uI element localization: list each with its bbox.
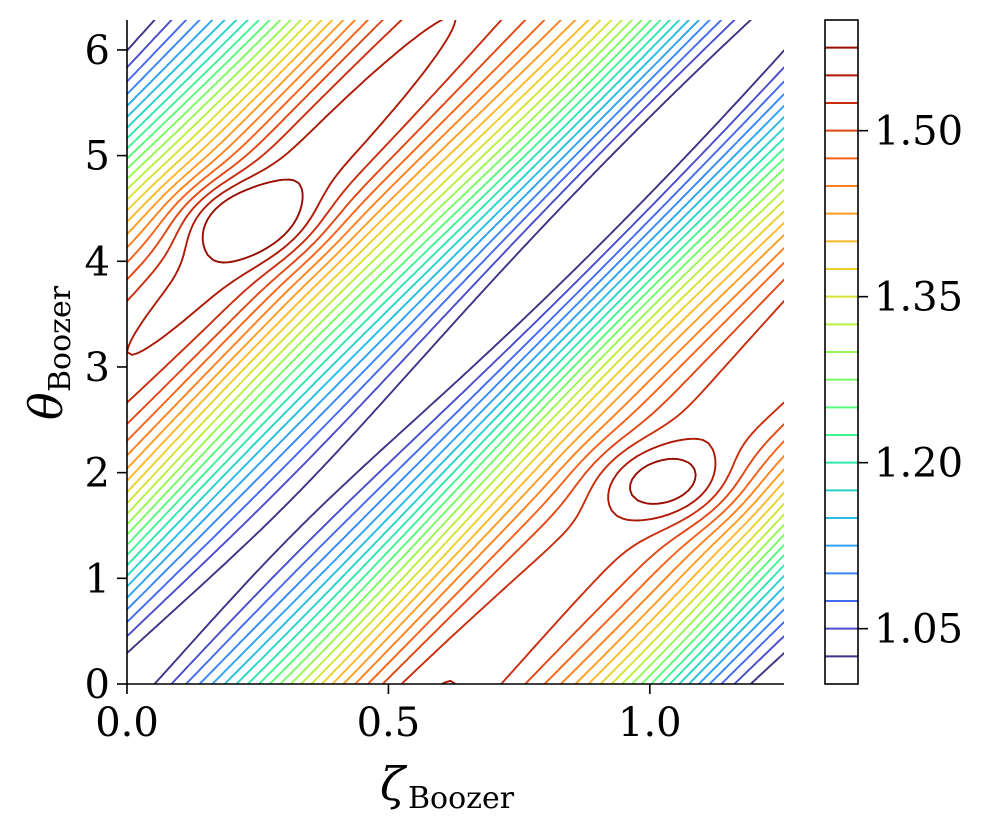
x-tick-label: 0.5: [357, 700, 421, 746]
x-axis-label: ζ Boozer: [380, 757, 515, 816]
contour-level-15: [127, 20, 784, 684]
y-axis-label: θ Boozer: [19, 285, 78, 420]
contour-level-5: [127, 20, 784, 684]
x-tick-label: 1.0: [618, 700, 682, 746]
contour-lines: [127, 20, 784, 684]
contour-level-11: [127, 20, 784, 684]
contour-level-19: [127, 20, 784, 684]
contour-level-0: [127, 20, 784, 684]
contour-level-6: [127, 20, 784, 684]
colorbar-frame: [824, 19, 859, 685]
contour-level-8: [127, 20, 784, 684]
colorbar-tick-label: 1.35: [874, 275, 963, 321]
y-tick-label: 4: [85, 239, 110, 285]
x-axis-label-symbol: ζ: [380, 757, 408, 811]
contour-level-17: [127, 20, 784, 684]
contour-level-21: [127, 20, 717, 684]
y-tick-label: 0: [85, 662, 110, 708]
y-tick-label: 6: [85, 28, 110, 74]
y-ticks: 0 1 2 3 4 5 6: [85, 28, 127, 708]
colorbar-tick-label: 1.05: [874, 607, 963, 653]
y-axis-label-symbol: θ: [19, 392, 73, 420]
y-tick-label: 3: [85, 345, 110, 391]
x-tick-label: 0.0: [95, 700, 159, 746]
contour-level-13: [127, 20, 784, 684]
colorbar-level-lines: [825, 46, 858, 658]
contour-level-18: [127, 20, 784, 684]
contour-level-12: [127, 20, 784, 684]
y-tick-label: 5: [85, 134, 110, 180]
y-tick-label: 1: [85, 556, 110, 602]
colorbar-ticks: 1.05 1.20 1.35 1.50: [858, 109, 963, 653]
contour-level-3: [127, 20, 784, 684]
y-axis-label-subscript: Boozer: [43, 285, 78, 392]
colorbar-tick-label: 1.20: [874, 441, 963, 487]
y-tick-label: 2: [85, 451, 110, 497]
x-axis-label-subscript: Boozer: [408, 781, 515, 816]
contour-level-20: [127, 20, 784, 684]
colorbar: 1.05 1.20 1.35 1.50: [824, 19, 963, 685]
x-ticks: 0.0 0.5 1.0: [95, 684, 682, 746]
contour-level-10: [127, 20, 784, 684]
colorbar-tick-label: 1.50: [874, 109, 963, 155]
contour-level-9: [127, 20, 784, 684]
contour-level-22: [201, 178, 697, 505]
contour-level-14: [127, 20, 784, 684]
